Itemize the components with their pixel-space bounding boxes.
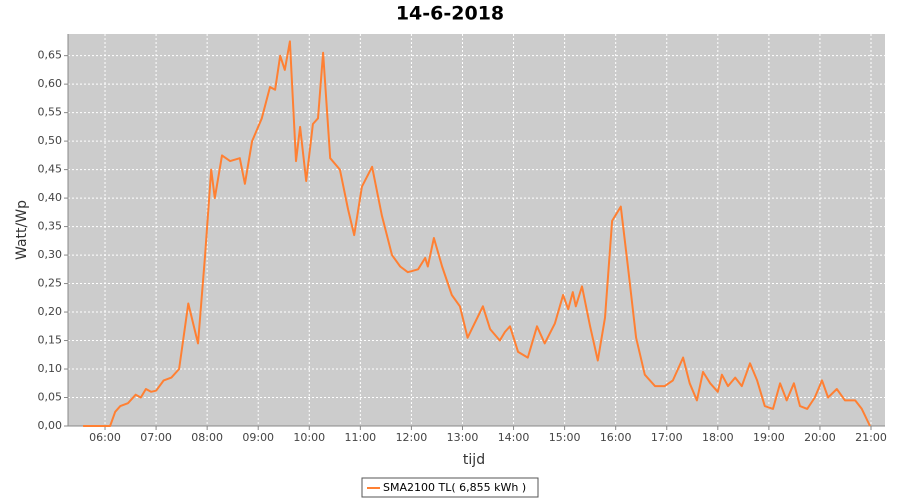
x-tick-label: 20:00 xyxy=(804,431,836,444)
x-tick-label: 10:00 xyxy=(293,431,325,444)
x-tick-label: 12:00 xyxy=(396,431,428,444)
x-tick-label: 09:00 xyxy=(242,431,274,444)
x-tick-label: 18:00 xyxy=(702,431,734,444)
y-tick-label: 0,55 xyxy=(38,106,63,119)
x-tick-label: 19:00 xyxy=(753,431,785,444)
x-tick-label: 11:00 xyxy=(344,431,376,444)
x-axis-label: tijd xyxy=(463,452,485,468)
x-tick-label: 13:00 xyxy=(447,431,479,444)
legend-label: SMA2100 TL( 6,855 kWh ) xyxy=(383,481,526,494)
y-tick-label: 0,10 xyxy=(38,362,63,375)
y-tick-label: 0,30 xyxy=(38,248,63,261)
x-tick-label: 16:00 xyxy=(600,431,632,444)
plot-area xyxy=(68,34,885,426)
line-series xyxy=(83,40,871,427)
y-tick-label: 0,25 xyxy=(38,277,63,290)
chart-title: 14-6-2018 xyxy=(396,3,504,25)
y-tick-label: 0,45 xyxy=(38,163,63,176)
y-tick-label: 0,35 xyxy=(38,220,63,233)
y-tick-label: 0,50 xyxy=(38,134,63,147)
y-axis-label: Watt/Wp xyxy=(14,200,30,260)
y-tick-label: 0,40 xyxy=(38,191,63,204)
legend xyxy=(361,477,539,498)
y-tick-label: 0,65 xyxy=(38,49,63,62)
y-tick-label: 0,00 xyxy=(38,419,63,432)
x-tick-label: 06:00 xyxy=(89,431,121,444)
y-tick-label: 0,05 xyxy=(38,391,63,404)
x-tick-label: 15:00 xyxy=(549,431,581,444)
x-tick-label: 14:00 xyxy=(498,431,530,444)
y-tick-label: 0,20 xyxy=(38,305,63,318)
x-tick-label: 21:00 xyxy=(855,431,887,444)
x-tick-label: 07:00 xyxy=(140,431,172,444)
x-tick-label: 08:00 xyxy=(191,431,223,444)
y-tick-label: 0,15 xyxy=(38,334,63,347)
y-tick-label: 0,60 xyxy=(38,77,63,90)
x-tick-label: 17:00 xyxy=(651,431,683,444)
